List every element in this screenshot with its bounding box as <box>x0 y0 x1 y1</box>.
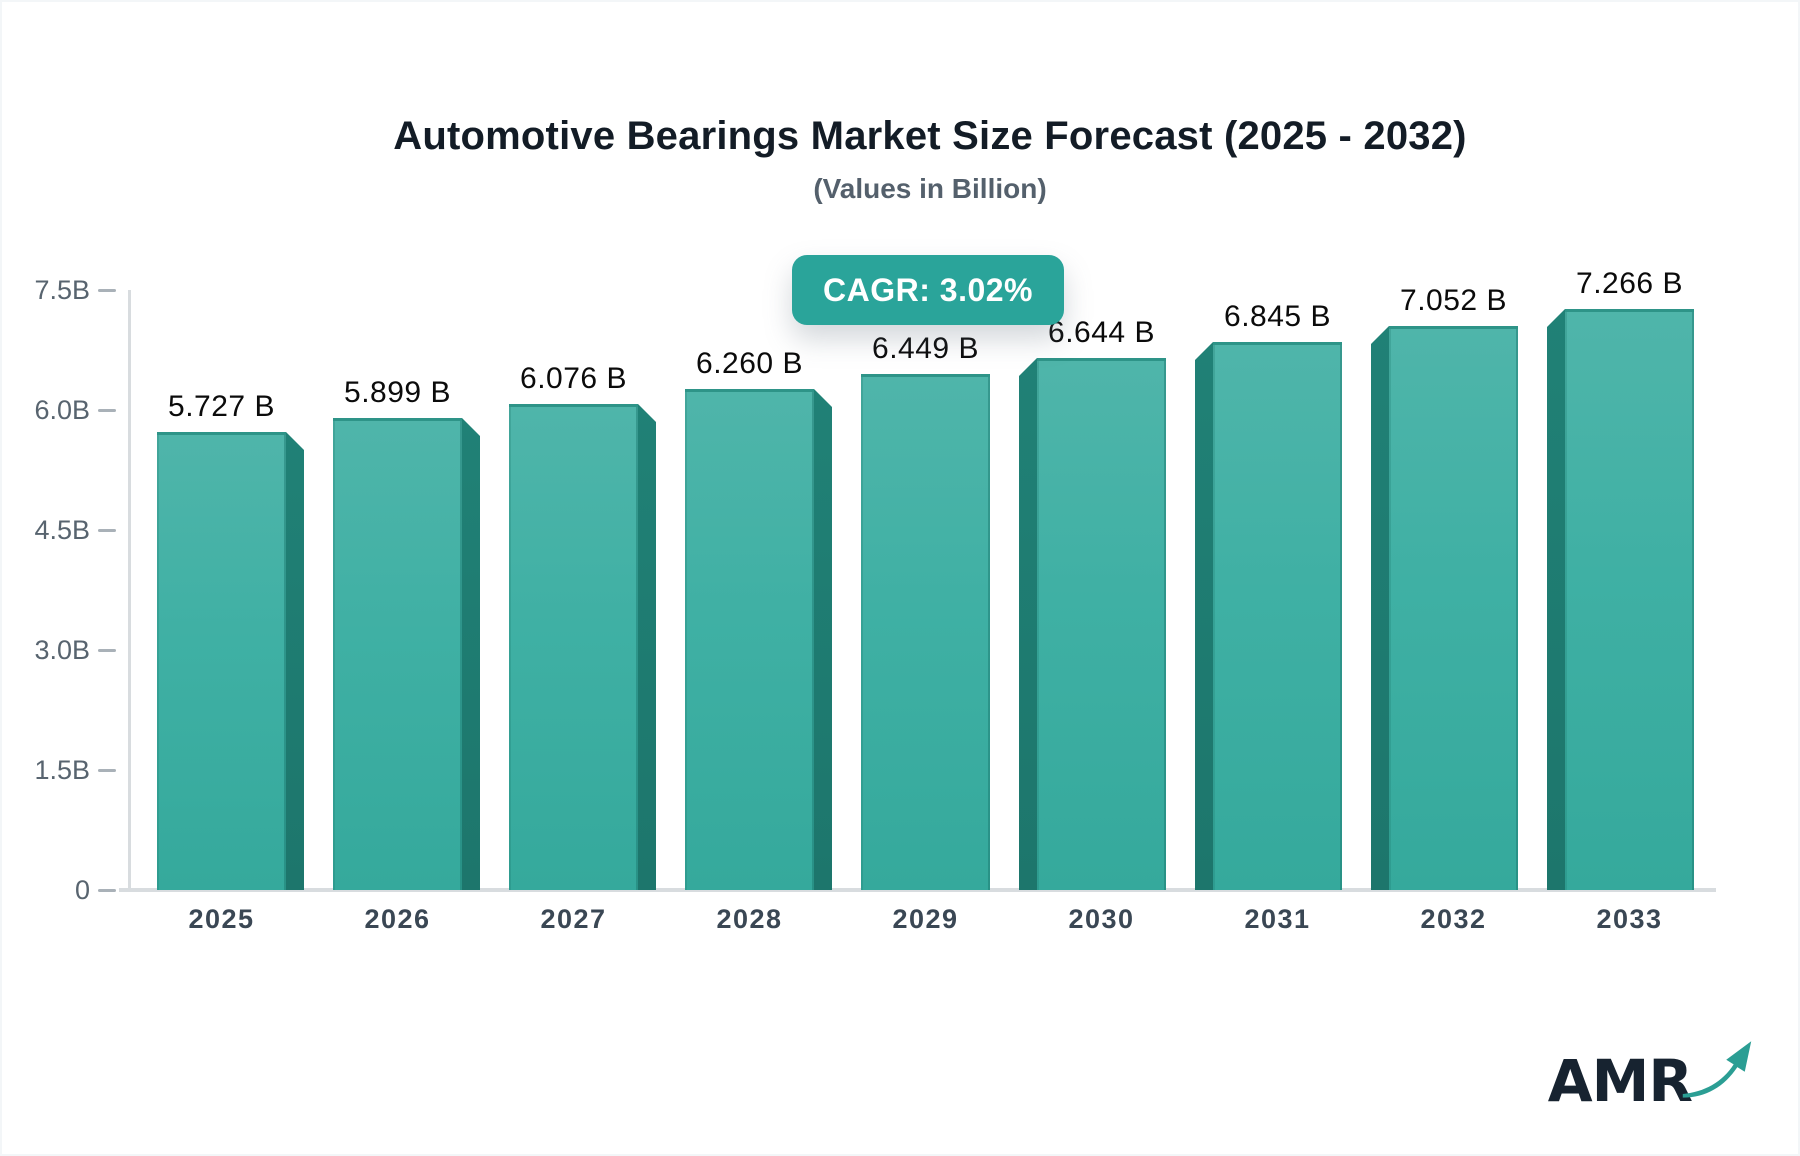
cagr-badge: CAGR: 3.02% <box>792 255 1064 325</box>
bar-face <box>1037 358 1166 890</box>
bar-3d-side <box>286 432 304 890</box>
bar-face <box>685 389 814 890</box>
bar-value-label: 6.449 B <box>872 332 979 365</box>
bar-3d-side <box>1195 342 1213 890</box>
bar-3d-side <box>1019 358 1037 890</box>
x-axis-label: 2028 <box>716 904 783 934</box>
y-axis-tick-mark <box>98 649 116 652</box>
y-axis-line <box>128 290 131 890</box>
y-axis-tick: 0 <box>2 875 122 905</box>
brand-logo-text: AMR <box>1547 1047 1693 1115</box>
trend-up-arrow-icon <box>1680 1035 1754 1108</box>
y-axis-tick-label: 7.5B <box>34 275 90 305</box>
bar-2030[interactable]: 6.644 B 2030 <box>1019 316 1166 934</box>
bar-face <box>1565 309 1694 890</box>
bar-3d-side <box>1371 326 1389 890</box>
y-axis-tick-mark <box>98 889 116 892</box>
bar-face <box>509 404 638 890</box>
x-axis-label: 2030 <box>1068 904 1135 934</box>
y-axis-tick-label: 6.0B <box>34 395 90 425</box>
bar-2031[interactable]: 6.845 B 2031 <box>1195 300 1342 934</box>
bar-2028[interactable]: 6.260 B 2028 <box>685 347 832 934</box>
x-axis-label: 2033 <box>1596 904 1663 934</box>
bar-2032[interactable]: 7.052 B 2032 <box>1371 284 1518 934</box>
x-axis-baseline <box>119 888 1716 892</box>
chart-subtitle: (Values in Billion) <box>813 173 1047 204</box>
y-axis-tick-label: 4.5B <box>34 515 90 545</box>
bar-face <box>1213 342 1342 890</box>
bar-value-label: 5.727 B <box>168 390 275 423</box>
y-axis-tick: 7.5B <box>2 275 122 305</box>
bar-face <box>1389 326 1518 890</box>
bar-2033[interactable]: 7.266 B 2033 <box>1547 267 1694 934</box>
y-axis-tick: 6.0B <box>2 395 122 425</box>
y-axis-tick-label: 1.5B <box>34 755 90 785</box>
bar-value-label: 6.845 B <box>1224 300 1331 333</box>
bar-face <box>157 432 286 890</box>
x-axis-label: 2027 <box>540 904 607 934</box>
y-axis-tick-label: 0 <box>74 875 90 905</box>
y-axis-tick: 4.5B <box>2 515 122 545</box>
x-axis-label: 2025 <box>188 904 255 934</box>
bar-face <box>333 418 462 890</box>
y-axis-tick-mark <box>98 289 116 292</box>
bar-2029[interactable]: 6.449 B 2029 <box>861 332 990 934</box>
cagr-badge-label: CAGR: 3.02% <box>823 271 1033 308</box>
x-axis-label: 2029 <box>892 904 959 934</box>
bar-value-label: 6.076 B <box>520 362 627 395</box>
brand-logo[interactable]: AMR <box>1548 1035 1754 1110</box>
bar-3d-side <box>1547 309 1565 890</box>
x-axis-label: 2032 <box>1420 904 1487 934</box>
bar-2026[interactable]: 5.899 B 2026 <box>333 376 480 934</box>
y-axis-tick-mark <box>98 409 116 412</box>
y-axis-tick-mark <box>98 529 116 532</box>
bar-value-label: 6.260 B <box>696 347 803 380</box>
y-axis-tick: 1.5B <box>2 755 122 785</box>
bar-face <box>861 374 990 890</box>
x-axis-label: 2031 <box>1244 904 1311 934</box>
bar-3d-side <box>462 418 480 890</box>
bar-3d-side <box>638 404 656 890</box>
bar-value-label: 7.266 B <box>1576 267 1683 300</box>
bar-value-label: 7.052 B <box>1400 284 1507 317</box>
bar-3d-side <box>814 389 832 890</box>
y-axis-tick-label: 3.0B <box>34 635 90 665</box>
bar-value-label: 6.644 B <box>1048 316 1155 349</box>
bar-2025[interactable]: 5.727 B 2025 <box>157 390 304 934</box>
y-axis-tick-mark <box>98 769 116 772</box>
x-axis-label: 2026 <box>364 904 431 934</box>
bar-2027[interactable]: 6.076 B 2027 <box>509 362 656 934</box>
y-axis-tick: 3.0B <box>2 635 122 665</box>
bar-value-label: 5.899 B <box>344 376 451 409</box>
chart-title: Automotive Bearings Market Size Forecast… <box>393 114 1467 158</box>
